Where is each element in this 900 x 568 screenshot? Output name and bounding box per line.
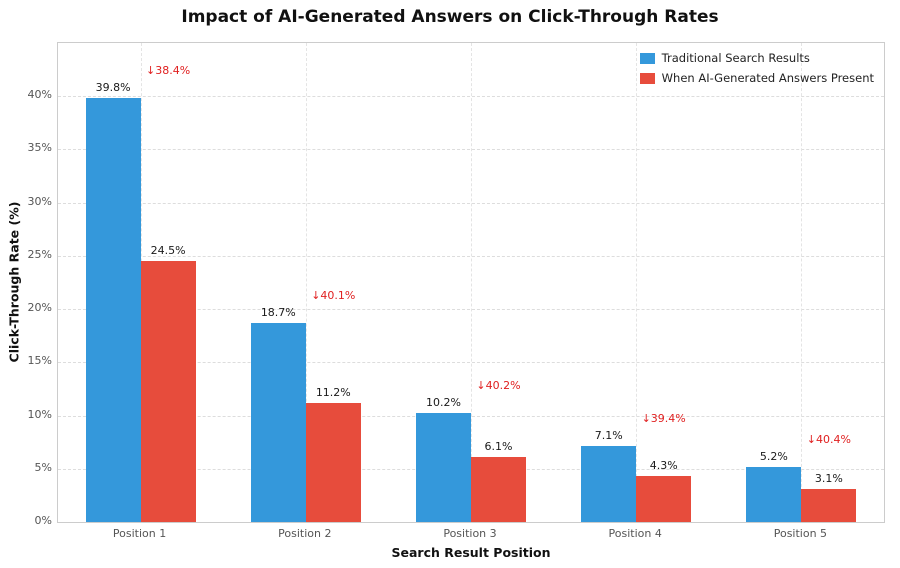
bar-ai-present-position-5 — [801, 489, 857, 522]
bar-traditional-position-4 — [581, 446, 637, 522]
drop-annotation: ↓40.1% — [311, 288, 356, 302]
bar-value-label: 11.2% — [315, 385, 351, 399]
plot-area: Traditional Search Results When AI-Gener… — [57, 42, 885, 523]
drop-annotation: ↓39.4% — [641, 412, 686, 426]
legend-swatch-ai-present-icon — [639, 72, 655, 84]
bar-value-label: 24.5% — [150, 244, 186, 258]
bar-value-label: 3.1% — [814, 472, 843, 485]
legend: Traditional Search Results When AI-Gener… — [639, 51, 874, 85]
bar-value-label: 10.2% — [426, 396, 461, 410]
chart-title: Impact of AI-Generated Answers on Click-… — [181, 7, 719, 27]
x-tick-label: Position 4 — [608, 527, 662, 540]
y-tick-label: 40% — [27, 88, 52, 102]
x-axis-label: Search Result Position — [391, 545, 551, 560]
legend-item-traditional: Traditional Search Results — [639, 51, 874, 65]
x-tick-label: Position 1 — [112, 527, 167, 540]
bar-traditional-position-5 — [746, 466, 802, 522]
bar-traditional-position-1 — [85, 98, 141, 522]
gridline-vertical — [305, 43, 307, 522]
bar-traditional-position-3 — [416, 413, 471, 522]
bar-value-label: 18.7% — [260, 305, 296, 319]
bar-traditional-position-2 — [250, 322, 306, 522]
drop-annotation: ↓40.4% — [806, 432, 851, 446]
bar-value-label: 39.8% — [95, 81, 131, 95]
legend-label-ai-present: When AI-Generated Answers Present — [661, 71, 874, 85]
bar-ai-present-position-3 — [471, 457, 526, 522]
legend-label-traditional: Traditional Search Results — [661, 51, 810, 65]
drop-annotation: ↓38.4% — [146, 64, 191, 78]
bar-ai-present-position-1 — [140, 261, 196, 522]
y-tick-label: 25% — [27, 247, 52, 261]
bar-ai-present-position-2 — [305, 402, 361, 522]
bar-value-label: 5.2% — [759, 449, 788, 463]
y-tick-label: 20% — [27, 301, 52, 315]
gridline-vertical — [801, 43, 803, 522]
bar-value-label: 4.3% — [649, 459, 678, 473]
x-tick-label: Position 3 — [443, 527, 497, 540]
y-tick-label: 5% — [34, 460, 52, 474]
x-tick-label: Position 5 — [773, 527, 828, 540]
y-tick-label: 30% — [27, 194, 52, 208]
legend-item-ai-present: When AI-Generated Answers Present — [639, 71, 874, 85]
y-tick-label: 15% — [27, 354, 52, 368]
gridline-vertical — [636, 43, 638, 522]
y-tick-label: 10% — [27, 407, 52, 421]
legend-swatch-traditional-icon — [639, 52, 655, 64]
drop-annotation: ↓40.2% — [476, 379, 521, 393]
y-axis-ticks: 0% 5% 10% 15% 20% 25% 30% 35% 40% — [12, 42, 52, 527]
bar-value-label: 7.1% — [594, 429, 623, 443]
y-tick-label: 0% — [34, 514, 52, 527]
bar-ai-present-position-4 — [636, 476, 692, 522]
x-tick-label: Position 2 — [278, 527, 332, 540]
x-axis-ticks: Position 1 Position 2 Position 3 Position 4… — [57, 527, 885, 543]
bar-value-label: 6.1% — [484, 440, 513, 454]
y-tick-label: 35% — [27, 141, 52, 155]
gridline-vertical — [471, 43, 472, 522]
